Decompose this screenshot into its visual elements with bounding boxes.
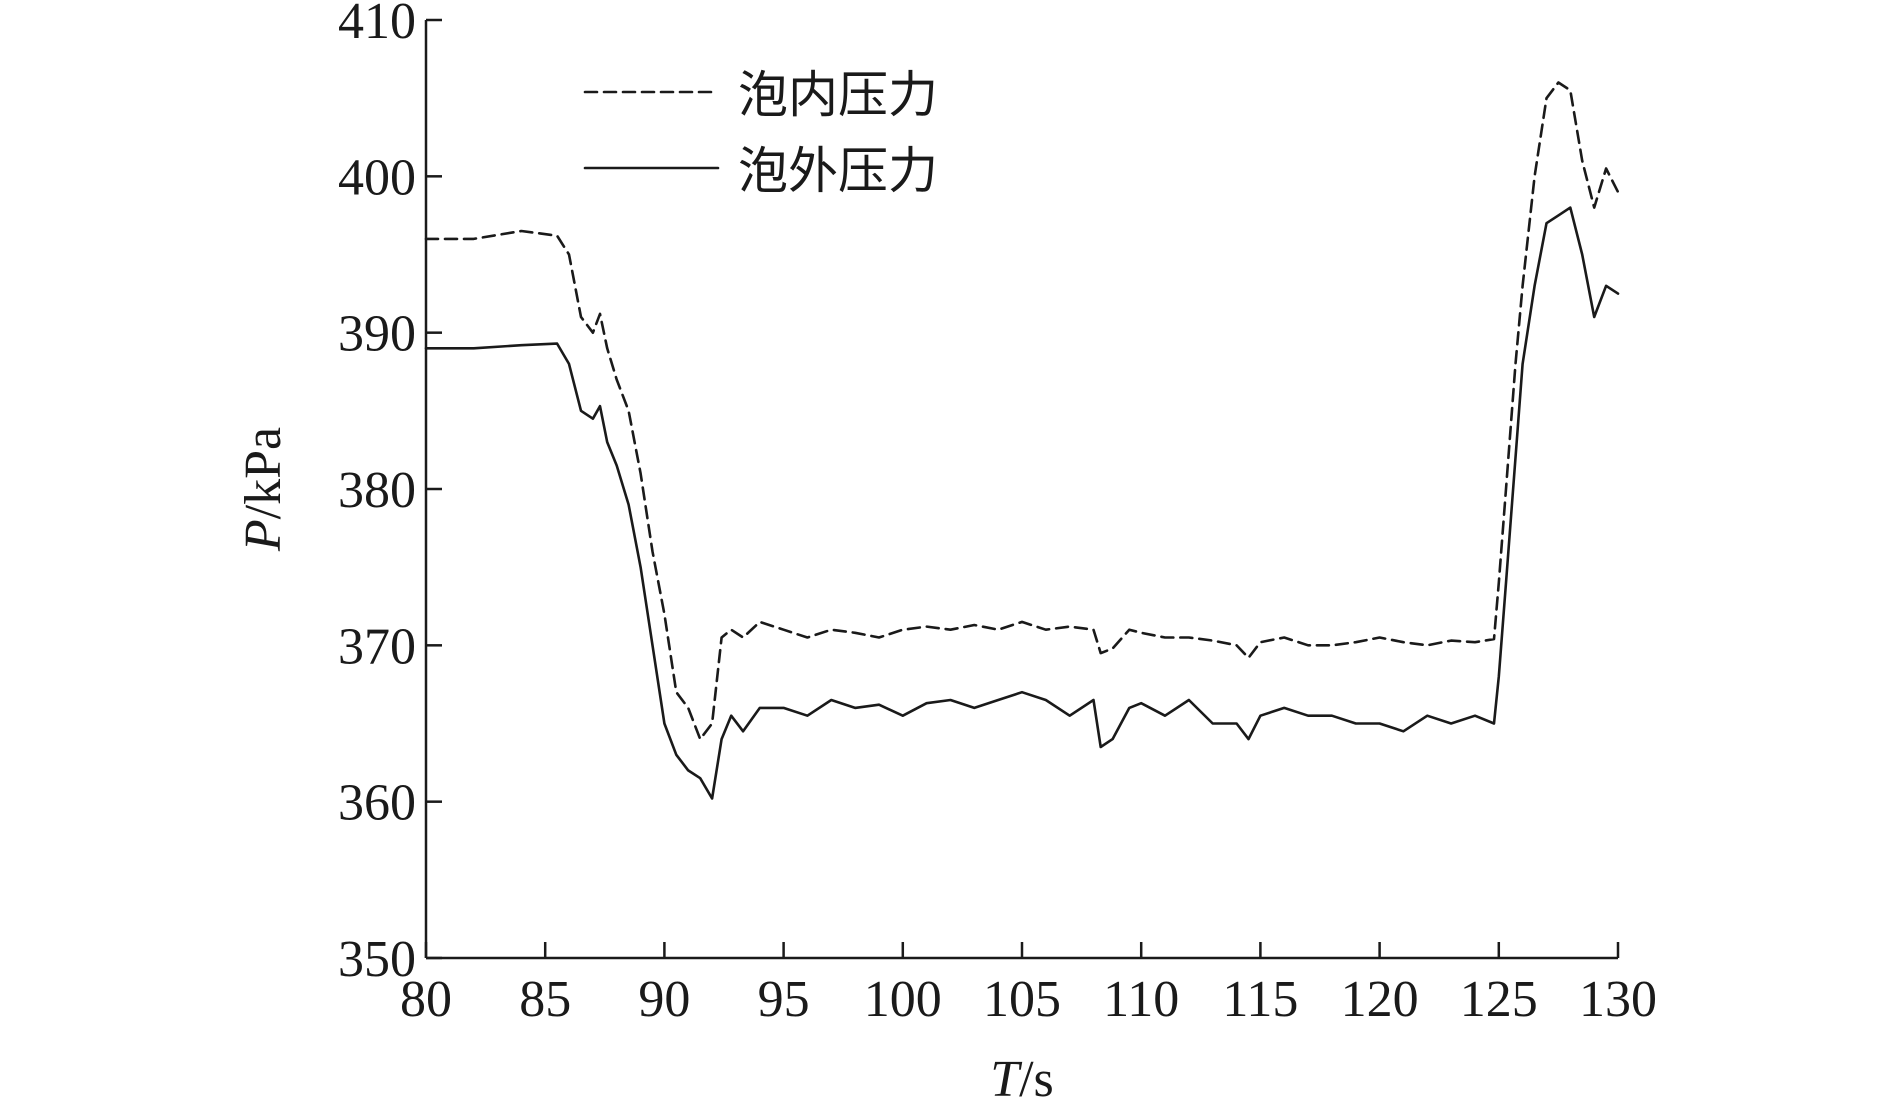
x-tick-label: 100 xyxy=(864,971,942,1028)
y-axis-title: P/kPa xyxy=(235,427,292,552)
x-tick-label: 130 xyxy=(1579,971,1657,1028)
axes xyxy=(424,20,1618,960)
x-tick-label: 120 xyxy=(1341,971,1419,1028)
y-tick-label: 410 xyxy=(338,0,416,50)
x-tick-label: 125 xyxy=(1460,971,1538,1028)
y-tick-label: 390 xyxy=(338,306,416,363)
y-tick-label: 360 xyxy=(338,775,416,832)
y-axis-title-variable: P xyxy=(235,519,292,552)
x-axis-title-variable: T xyxy=(990,1051,1022,1107)
x-axis-title-unit: /s xyxy=(1019,1051,1054,1107)
x-tick-label: 110 xyxy=(1103,971,1179,1028)
legend: 泡内压力 泡外压力 xyxy=(583,66,938,200)
x-tick-label: 90 xyxy=(638,971,690,1028)
series-lines xyxy=(424,81,1620,800)
series-line-inner-pressure xyxy=(424,81,1620,741)
y-axis-title-unit: /kPa xyxy=(235,427,292,519)
legend-label-inner-pressure: 泡内压力 xyxy=(738,66,938,124)
x-tick-label: 105 xyxy=(983,971,1061,1028)
x-tick-label: 85 xyxy=(519,971,571,1028)
x-axis-ticks: 80 85 90 95 100 105 110 115 120 125 130 xyxy=(400,942,1657,1028)
legend-label-outer-pressure: 泡外压力 xyxy=(738,142,938,200)
x-tick-label: 115 xyxy=(1222,971,1298,1028)
y-tick-label: 350 xyxy=(338,931,416,988)
y-tick-label: 370 xyxy=(338,618,416,675)
series-line-outer-pressure xyxy=(424,206,1620,800)
y-tick-label: 380 xyxy=(338,462,416,519)
x-tick-label: 95 xyxy=(758,971,810,1028)
y-tick-label: 400 xyxy=(338,149,416,206)
x-axis-title: T/s xyxy=(990,1051,1054,1107)
x-tick-label: 80 xyxy=(400,971,452,1028)
y-axis-ticks: 350 360 370 380 390 400 410 xyxy=(338,0,442,988)
